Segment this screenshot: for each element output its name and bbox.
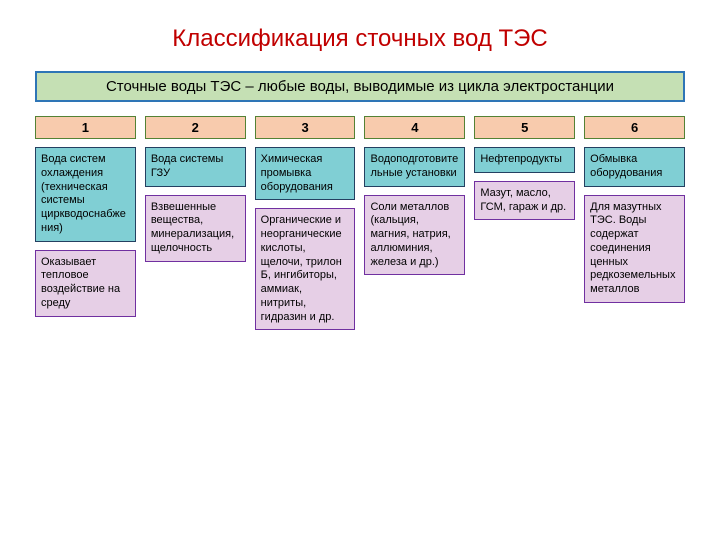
columns-container: 1 Вода систем охлаждения (техническая сис…: [35, 116, 685, 330]
category-box: Вода систем охлаждения (техническая сист…: [35, 147, 136, 242]
category-box: Водоподготовительные установки: [364, 147, 465, 187]
column-6: 6 Обмывка оборудования Для мазутных ТЭС. В…: [584, 116, 685, 330]
column-number: 3: [255, 116, 356, 139]
definition-banner: Сточные воды ТЭС – любые воды, выводимые…: [35, 71, 685, 102]
detail-box: Мазут, масло, ГСМ, гараж и др.: [474, 181, 575, 221]
column-3: 3 Химическая промывка оборудования Органич…: [255, 116, 356, 330]
column-5: 5 Нефтепродукты Мазут, масло, ГСМ, гараж и…: [474, 116, 575, 330]
column-1: 1 Вода систем охлаждения (техническая сис…: [35, 116, 136, 330]
category-box: Вода системы ГЗУ: [145, 147, 246, 187]
category-box: Нефтепродукты: [474, 147, 575, 173]
column-number: 6: [584, 116, 685, 139]
detail-box: Взвешенные вещества, минерализация, щело…: [145, 195, 246, 262]
detail-box: Органические и неорганические кислоты, щ…: [255, 208, 356, 330]
category-box: Обмывка оборудования: [584, 147, 685, 187]
column-number: 1: [35, 116, 136, 139]
column-number: 4: [364, 116, 465, 139]
column-number: 2: [145, 116, 246, 139]
detail-box: Оказывает тепловое воздействие на среду: [35, 250, 136, 317]
slide-title: Классификация сточных вод ТЭС: [35, 25, 685, 53]
detail-box: Для мазутных ТЭС. Воды содержат соединен…: [584, 195, 685, 303]
column-2: 2 Вода системы ГЗУ Взвешенные вещества, ми…: [145, 116, 246, 330]
column-4: 4 Водоподготовительные установки Соли мета…: [364, 116, 465, 330]
detail-box: Соли металлов (кальция, магния, натрия, …: [364, 195, 465, 276]
category-box: Химическая промывка оборудования: [255, 147, 356, 200]
column-number: 5: [474, 116, 575, 139]
slide: Классификация сточных вод ТЭС Сточные во…: [0, 0, 720, 540]
